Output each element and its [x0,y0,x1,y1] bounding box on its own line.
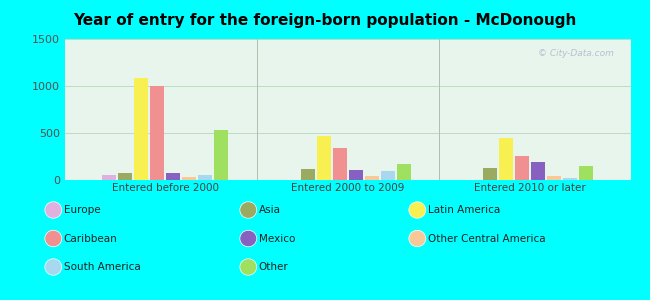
Bar [150,86,164,180]
Bar [214,130,228,180]
Bar [348,170,363,180]
Bar [563,178,577,180]
Bar [381,171,395,180]
Text: Europe: Europe [64,205,100,215]
Text: South America: South America [64,262,140,272]
Bar [396,164,411,180]
Bar [103,175,116,180]
Bar [499,138,514,180]
Text: Other Central America: Other Central America [428,233,545,244]
Bar [118,173,133,180]
Bar [135,77,148,180]
Text: © City-Data.com: © City-Data.com [538,49,614,58]
Bar [166,173,180,180]
Bar [483,168,497,180]
Bar [301,169,315,180]
Bar [317,136,331,180]
Bar [182,177,196,180]
Bar [515,156,529,180]
Bar [547,176,561,180]
Bar [333,148,347,180]
Text: Latin America: Latin America [428,205,500,215]
Bar [365,176,379,180]
Bar [531,162,545,180]
Text: Asia: Asia [259,205,281,215]
Bar [579,166,593,180]
Text: Year of entry for the foreign-born population - McDonough: Year of entry for the foreign-born popul… [73,14,577,28]
Text: Other: Other [259,262,289,272]
Text: Mexico: Mexico [259,233,295,244]
Bar [198,175,213,180]
Text: Caribbean: Caribbean [64,233,118,244]
